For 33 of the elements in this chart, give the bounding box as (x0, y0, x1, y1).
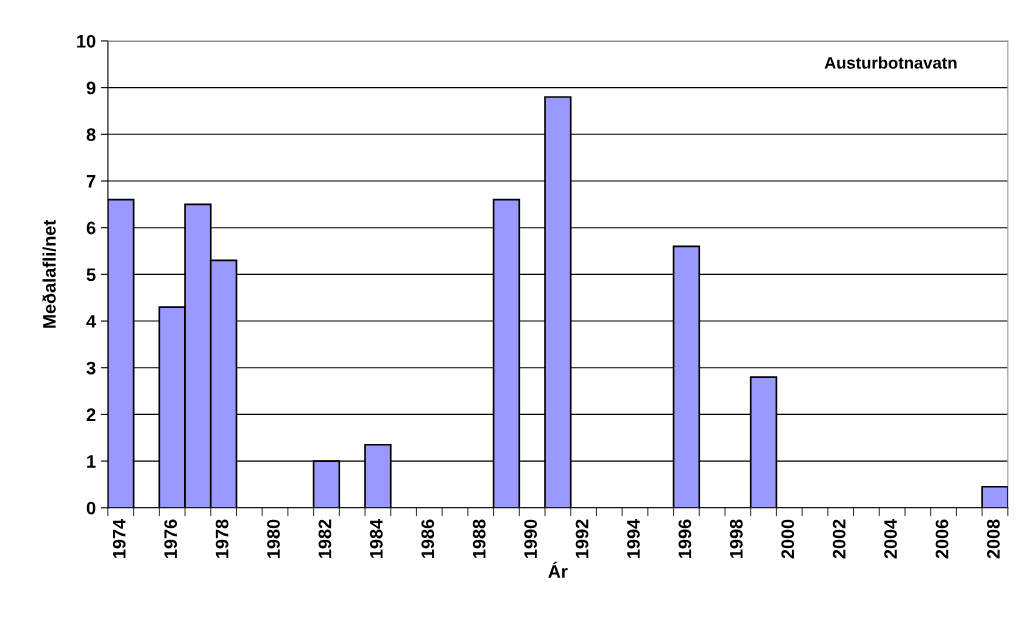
y-tick-label: 0 (86, 501, 96, 515)
x-axis-title: Ár (548, 561, 568, 578)
y-tick-label: 1 (87, 455, 96, 468)
text: Austurbotnavatn (824, 56, 957, 69)
x-tick-label: 2000 (781, 519, 795, 559)
x-tick-label: 2004 (884, 518, 897, 559)
x-tick-label: 1990 (524, 519, 537, 558)
y-tick-label: 3 (86, 361, 96, 375)
y-tick-label: 7 (86, 175, 96, 188)
y-tick-label: 6 (86, 221, 96, 235)
x-tick-label: 1996 (678, 519, 692, 558)
x-tick-label: 1984 (369, 518, 383, 558)
x-tick-label: 2008 (987, 519, 1000, 559)
y-tick-label: 5 (86, 268, 96, 282)
x-tick-label: 1992 (575, 519, 589, 558)
y-tick-label: 10 (77, 34, 96, 48)
bar (981, 485, 1008, 508)
x-tick-label: 1988 (472, 519, 486, 558)
x-tick-label: 2006 (935, 519, 949, 559)
x-tick-label: 1980 (267, 519, 280, 558)
y-tick-label: 8 (86, 128, 96, 142)
x-tick-label: 1978 (215, 519, 229, 558)
x-tick-label: 1982 (318, 519, 332, 558)
y-axis-title: Meðalafli/net (42, 219, 56, 328)
x-tick-label: 1998 (729, 519, 743, 558)
y-tick-label: 9 (86, 81, 96, 95)
y-tick-label: 4 (86, 315, 97, 328)
x-tick-label: 1976 (164, 519, 178, 558)
x-tick-label: 1994 (627, 518, 640, 558)
x-tick-label: 1974 (112, 518, 126, 558)
x-tick-label: 2002 (832, 519, 846, 559)
y-tick-label: 2 (86, 408, 96, 421)
x-tick-label: 1986 (421, 519, 435, 558)
